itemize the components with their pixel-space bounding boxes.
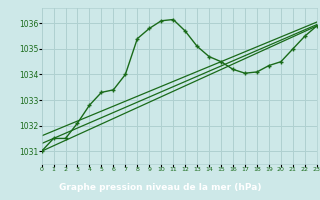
Text: Graphe pression niveau de la mer (hPa): Graphe pression niveau de la mer (hPa) <box>59 182 261 192</box>
